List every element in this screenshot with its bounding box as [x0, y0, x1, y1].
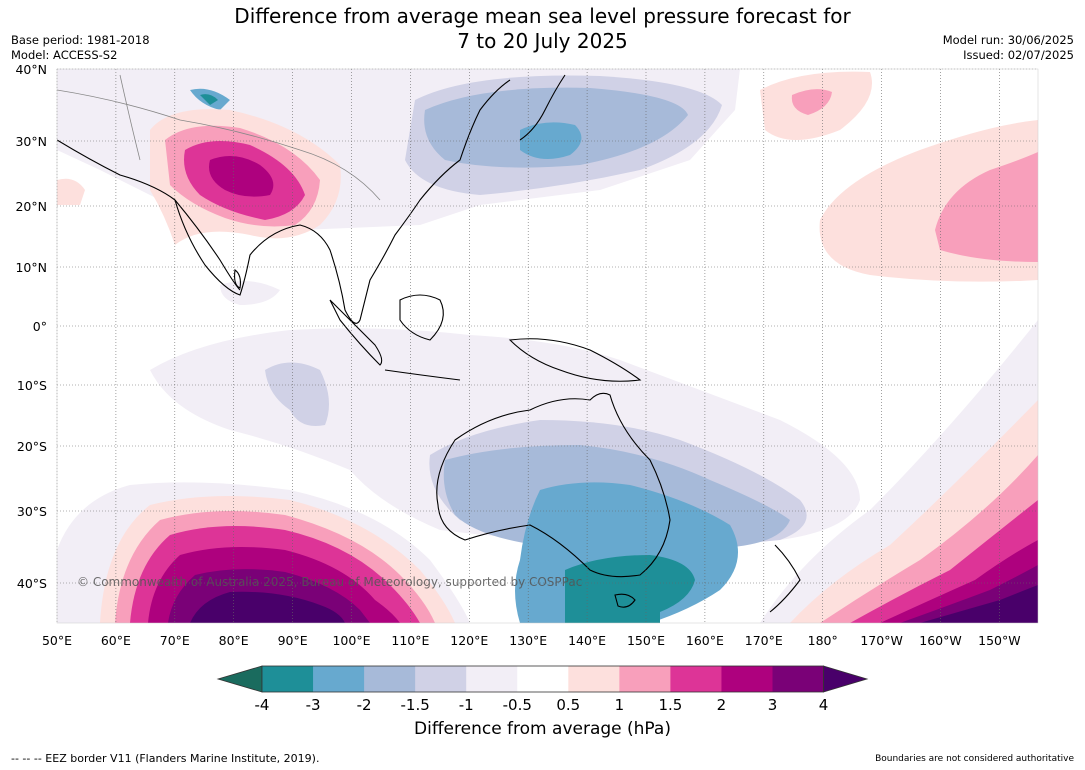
colorbar-tick-label: -4 — [255, 696, 270, 714]
longitude-labels: 50°E 60°E 70°E 80°E 90°E 100°E 110°E 120°E 130°E… — [42, 633, 1021, 648]
colorbar-segment — [466, 666, 518, 692]
longitude-label: 50°E — [42, 633, 72, 648]
anomaly-field — [57, 69, 1038, 623]
longitude-label: 150°E — [627, 633, 665, 648]
copyright-watermark: © Commonwealth of Australia 2025, Bureau… — [77, 575, 582, 589]
latitude-label: 10°N — [15, 260, 47, 275]
latitude-label: 0° — [33, 319, 47, 334]
meta-right: Model run: 30/06/2025 Issued: 02/07/2025 — [943, 33, 1074, 63]
title-line-2: 7 to 20 July 2025 — [457, 29, 628, 53]
coast-sri-lanka — [234, 269, 241, 289]
latitude-label: 40°S — [17, 576, 47, 591]
issued-date: Issued: 02/07/2025 — [963, 48, 1074, 62]
title-line-1: Difference from average mean sea level p… — [234, 4, 851, 28]
latitude-label: 20°N — [15, 199, 47, 214]
latitude-label: 30°N — [15, 134, 47, 149]
longitude-label: 80°E — [219, 633, 249, 648]
colorbar-tick-label: -1.5 — [401, 696, 430, 714]
latitude-labels: 40°N 30°N 20°N 10°N 0° 10°S 20°S 30°S 40°S — [15, 62, 47, 591]
colorbar-tick-label: 2 — [717, 696, 727, 714]
model-run: Model run: 30/06/2025 — [942, 33, 1074, 47]
colorbar-segment — [670, 666, 722, 692]
longitude-label: 180° — [808, 633, 838, 648]
eez-footnote: -- -- -- EEZ border V11 (Flanders Marine… — [11, 752, 320, 765]
colorbar-segment — [772, 666, 825, 692]
colorbar-tick-label: 1 — [615, 696, 625, 714]
colorbar-tick-label: 1.5 — [658, 696, 682, 714]
longitude-label: 170°W — [860, 633, 902, 648]
colorbar-segment — [364, 666, 416, 692]
colorbar-tick-label: -2 — [357, 696, 372, 714]
colorbar-tick-label: -1 — [459, 696, 474, 714]
colorbar-segment — [721, 666, 773, 692]
colorbar: -4 -3 -2 -1.5 -1 -0.5 0.5 1 1.5 2 3 4 — [216, 665, 869, 714]
coast-australia — [436, 392, 671, 578]
longitude-label: 100°E — [332, 633, 370, 648]
colorbar-segment — [568, 666, 620, 692]
colorbar-tick-label: 0.5 — [556, 696, 580, 714]
longitude-label: 110°E — [391, 633, 429, 648]
map-frame — [56, 68, 1039, 624]
longitude-label: 160°W — [919, 633, 961, 648]
coast-new-zealand — [769, 544, 801, 613]
meta-left: Base period: 1981-2018 Model: ACCESS-S2 — [11, 33, 150, 63]
coast-tasmania — [614, 593, 636, 608]
colorbar-tick-label: -0.5 — [503, 696, 532, 714]
colorbar-segment — [619, 666, 671, 692]
colorbar-segment — [517, 666, 569, 692]
latitude-label: 10°S — [17, 378, 47, 393]
boundaries-disclaimer: Boundaries are not considered authoritat… — [875, 754, 1074, 764]
latitude-label: 40°N — [15, 62, 47, 77]
longitude-label: 120°E — [450, 633, 488, 648]
colorbar-segment — [415, 666, 467, 692]
colorbar-title: Difference from average (hPa) — [414, 719, 671, 739]
latitude-label: 30°S — [17, 504, 47, 519]
coast-asia-mainland — [57, 79, 511, 324]
colorbar-outline — [261, 665, 824, 693]
coast-japan — [519, 74, 566, 141]
colorbar-segment — [262, 666, 314, 692]
colorbar-tick-label: 4 — [819, 696, 829, 714]
longitude-label: 150°W — [978, 633, 1020, 648]
map-title: Difference from average mean sea level p… — [0, 4, 1085, 54]
latitude-label: 20°S — [17, 439, 47, 454]
coast-new-guinea — [508, 338, 642, 382]
coastlines — [57, 74, 801, 613]
longitude-label: 170°E — [745, 633, 783, 648]
longitude-label: 60°E — [101, 633, 131, 648]
coast-sumatra — [329, 299, 383, 366]
longitude-label: 130°E — [509, 633, 547, 648]
model-name: Model: ACCESS-S2 — [11, 48, 118, 62]
colorbar-tick-label: -3 — [306, 696, 321, 714]
longitude-label: 70°E — [160, 633, 190, 648]
longitude-label: 140°E — [568, 633, 606, 648]
country-borders — [57, 74, 381, 201]
longitude-label: 160°E — [686, 633, 724, 648]
base-period: Base period: 1981-2018 — [11, 33, 150, 47]
longitude-label: 90°E — [278, 633, 308, 648]
colorbar-arrow-high — [823, 665, 869, 693]
colorbar-segment — [313, 666, 365, 692]
coast-java — [384, 369, 461, 381]
colorbar-tick-label: 3 — [768, 696, 778, 714]
colorbar-arrow-low — [216, 665, 263, 693]
coast-borneo — [399, 294, 444, 341]
